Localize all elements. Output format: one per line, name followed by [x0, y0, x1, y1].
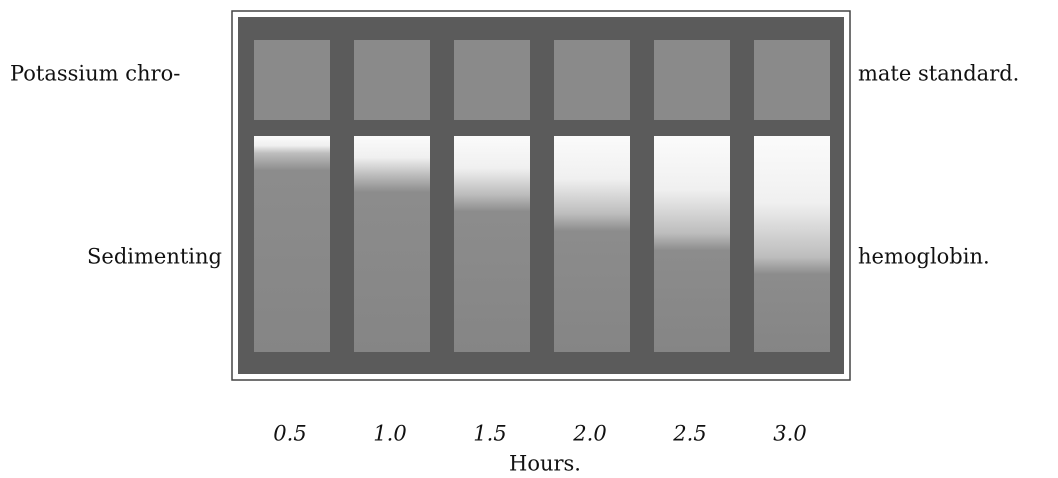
- standard-cell: [454, 40, 530, 120]
- hour-label: 3.0: [773, 422, 806, 446]
- sediment-tube: [654, 136, 730, 352]
- label-bottom-left: Sedimenting: [87, 245, 222, 269]
- standard-cell: [354, 40, 430, 120]
- standard-cell: [754, 40, 830, 120]
- sediment-tube: [254, 136, 330, 352]
- label-bottom-right: hemoglobin.: [858, 245, 990, 269]
- hour-label: 2.5: [672, 422, 706, 446]
- axis-label: Hours.: [509, 452, 581, 476]
- hour-label: 1.0: [373, 422, 406, 446]
- sediment-tube: [454, 136, 530, 352]
- label-top-left: Potassium chro-: [10, 62, 180, 86]
- sediment-tube: [754, 136, 830, 352]
- hour-label: 0.5: [273, 422, 306, 446]
- standard-cell: [254, 40, 330, 120]
- sediment-tube: [554, 136, 630, 352]
- label-top-right: mate standard.: [858, 62, 1019, 86]
- hour-label: 2.0: [572, 422, 606, 446]
- standard-cell: [554, 40, 630, 120]
- standard-cell: [654, 40, 730, 120]
- photo-background: [238, 17, 844, 374]
- sediment-tube: [354, 136, 430, 352]
- hour-label: 1.5: [473, 422, 506, 446]
